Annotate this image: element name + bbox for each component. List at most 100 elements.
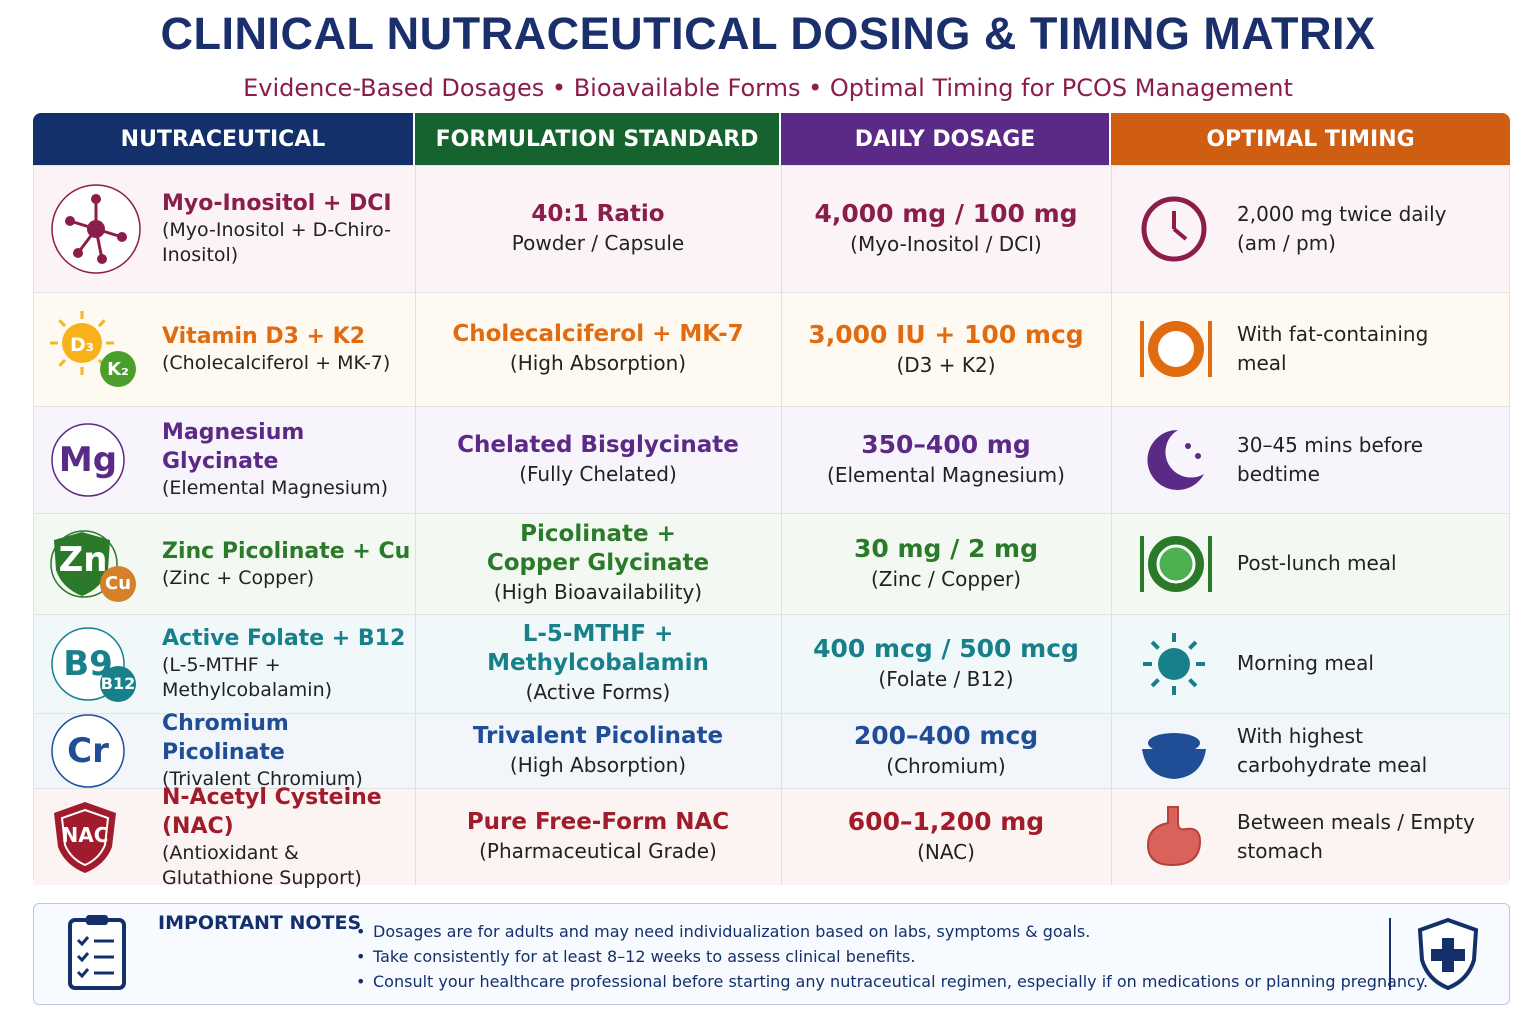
notes-box	[33, 903, 1510, 1005]
formulation: L-5-MTHF + Methylcobalamin	[487, 621, 709, 676]
dosage-detail: (Folate / B12)	[878, 667, 1014, 691]
form-cell: 40:1 Ratio Powder / Capsule	[430, 165, 766, 292]
formulation-detail: (High Bioavailability)	[493, 580, 703, 604]
name-detail: (L-5-MTHF + Methylcobalamin)	[162, 654, 333, 701]
timing: Morning meal	[1237, 651, 1374, 675]
icon-svg	[51, 713, 125, 788]
note-item: Dosages are for adults and may need indi…	[373, 922, 1091, 941]
timing-icon-svg	[1142, 732, 1206, 779]
dose-cell: 30 mg / 2 mg (Zinc / Copper)	[786, 513, 1106, 614]
divider	[415, 406, 416, 513]
formulation-detail: Powder / Capsule	[511, 230, 685, 255]
divider	[781, 292, 782, 406]
notes-title: IMPORTANT NOTES	[158, 912, 362, 934]
name: Zinc Picolinate + Cu	[162, 538, 411, 564]
divider	[781, 406, 782, 513]
dosage: 600–1,200 mg	[847, 807, 1045, 836]
formulation-detail: (Pharmaceutical Grade)	[479, 838, 717, 863]
notes-icon	[64, 912, 130, 992]
note-item: Take consistently for at least 8–12 week…	[373, 947, 916, 966]
divider	[781, 614, 782, 713]
formulation-detail: (High Absorption)	[509, 351, 687, 375]
name: N-Acetyl Cysteine (NAC)	[162, 784, 382, 839]
form-cell: Pure Free-Form NAC (Pharmaceutical Grade)	[430, 788, 766, 885]
dosage: 30 mg / 2 mg	[853, 534, 1039, 563]
formulation-detail: (High Absorption)	[509, 752, 687, 777]
title: CLINICAL NUTRACEUTICAL DOSING & TIMING M…	[160, 8, 1376, 59]
form-cell: Cholecalciferol + MK-7 (High Absorption)	[430, 292, 766, 406]
icon-label: Zn	[58, 539, 108, 580]
name: Active Folate + B12	[162, 626, 406, 651]
row-bg	[34, 292, 1509, 406]
formulation: 40:1 Ratio	[531, 200, 665, 227]
dosage: 400 mcg / 500 mcg	[813, 634, 1079, 663]
name: Vitamin D3 + K2	[162, 324, 366, 349]
dosage-detail: (Chromium)	[886, 754, 1006, 778]
row-bg	[34, 713, 1509, 788]
timing-icon	[1138, 313, 1214, 385]
timing-icon	[1138, 801, 1214, 873]
divider	[415, 788, 416, 885]
timing-icon-svg	[1143, 632, 1205, 695]
dose-cell: 200–400 mcg (Chromium)	[786, 713, 1106, 788]
notes-divider	[1389, 918, 1391, 990]
name-cell: N-Acetyl Cysteine (NAC) (Antioxidant & Gl…	[162, 785, 412, 889]
divider	[781, 788, 782, 885]
icon-label: Cr	[67, 730, 109, 771]
formulation: Picolinate + Copper Glycinate	[486, 521, 710, 576]
column-header: NUTRACEUTICAL	[33, 113, 413, 165]
dosage: 4,000 mg / 100 mg	[814, 199, 1078, 228]
divider	[781, 713, 782, 788]
name-detail: (Trivalent Chromium)	[162, 768, 363, 790]
icon-badge: Cu	[100, 565, 136, 602]
timing: 30–45 mins before bedtime	[1237, 432, 1424, 486]
timing: With fat-containing meal	[1237, 322, 1429, 375]
notes-shield	[1416, 916, 1480, 992]
bullet: •	[356, 922, 366, 941]
formulation: Trivalent Picolinate	[472, 722, 724, 749]
form-cell: Chelated Bisglycinate (Fully Chelated)	[430, 406, 766, 513]
divider	[1111, 165, 1112, 292]
divider	[415, 165, 416, 292]
name-cell: Active Folate + B12 (L-5-MTHF + Methylcob…	[162, 614, 412, 713]
column-header: DAILY DOSAGE	[781, 113, 1109, 165]
name-cell: Vitamin D3 + K2 (Cholecalciferol + MK-7)	[162, 292, 412, 406]
icon	[48, 309, 132, 393]
formulation-detail: (Active Forms)	[525, 680, 671, 704]
divider	[415, 292, 416, 406]
icon	[50, 183, 142, 275]
timing-icon	[1138, 628, 1214, 700]
formulation: Cholecalciferol + MK-7	[452, 321, 744, 347]
divider	[1111, 406, 1112, 513]
divider	[1111, 713, 1112, 788]
timing: 2,000 mg twice daily (am / pm)	[1237, 201, 1447, 255]
dosage-detail: (NAC)	[917, 840, 975, 864]
dosage-detail: (Elemental Magnesium)	[827, 463, 1065, 487]
icon	[50, 799, 120, 875]
form-cell: Picolinate + Copper Glycinate (High Bioav…	[430, 513, 766, 614]
name-detail: (Antioxidant & Glutathione Support)	[162, 841, 362, 889]
formulation: Chelated Bisglycinate	[457, 431, 739, 458]
row-bg	[34, 614, 1509, 713]
icon	[50, 422, 126, 498]
divider	[1111, 614, 1112, 713]
dose-cell: 4,000 mg / 100 mg (Myo-Inositol / DCI)	[786, 165, 1106, 292]
timing-icon-svg	[1146, 805, 1202, 866]
timing: Post-lunch meal	[1237, 551, 1397, 575]
timing-icon	[1138, 715, 1214, 787]
timing-icon	[1138, 528, 1214, 600]
form-cell: Trivalent Picolinate (High Absorption)	[430, 713, 766, 788]
dosage-detail: (Zinc / Copper)	[870, 567, 1022, 591]
notes-icon-svg	[68, 915, 126, 990]
row-bg	[34, 513, 1509, 614]
timing-icon-svg	[1140, 535, 1212, 592]
timing-icon-svg	[1140, 321, 1212, 377]
icon-svg	[50, 311, 114, 375]
icon-label: NAC	[61, 822, 109, 847]
name: Myo-Inositol + DCI	[162, 191, 392, 216]
divider	[1111, 292, 1112, 406]
name-detail: (Elemental Magnesium)	[162, 477, 389, 499]
icon-badge: K₂	[100, 351, 136, 387]
name-cell: Chromium Picolinate (Trivalent Chromium)	[162, 711, 412, 790]
